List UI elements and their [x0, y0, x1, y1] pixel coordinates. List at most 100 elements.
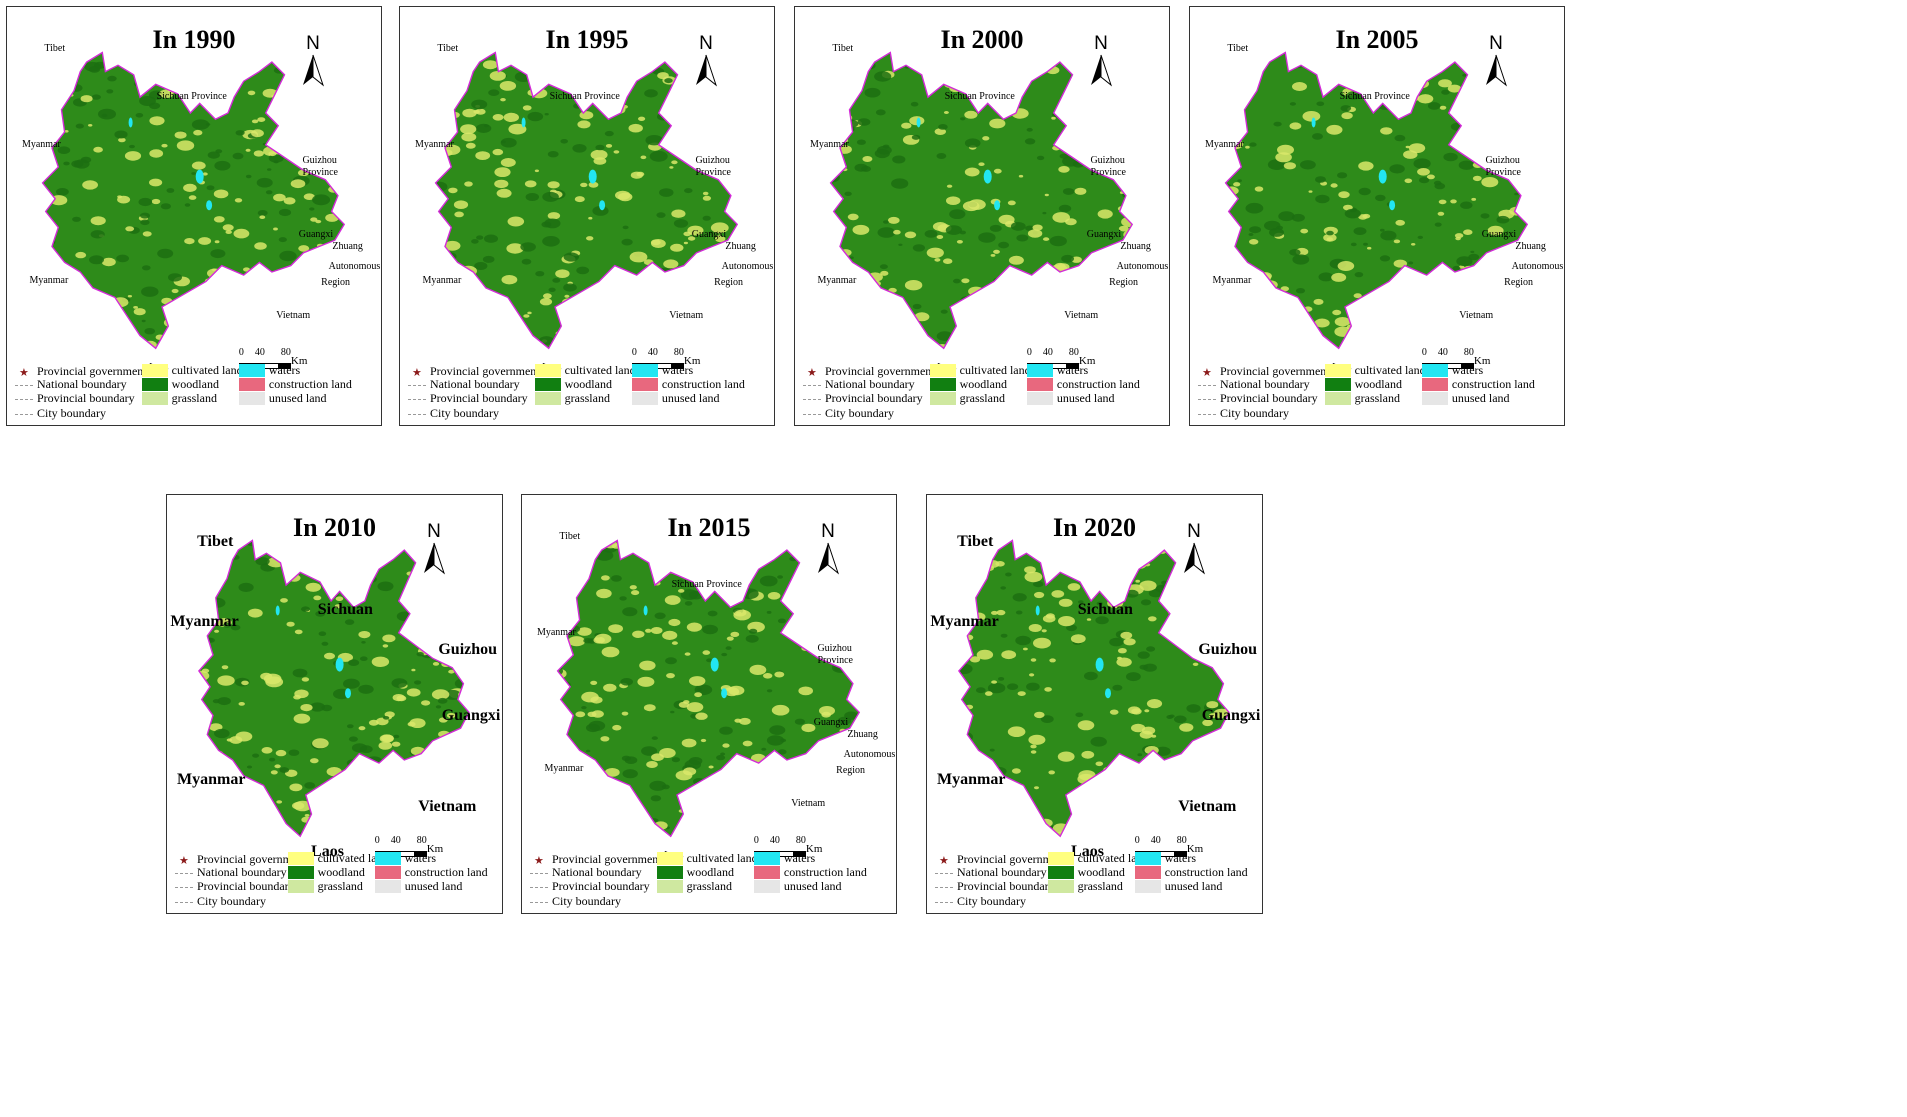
- scale-tick: 0: [238, 347, 244, 358]
- map-panel: In 1990 N Tibet Sichuan Province Myanmar Guiz…: [6, 6, 382, 426]
- panel-title: In 2000: [940, 25, 1024, 54]
- scale-unit: Km: [805, 843, 823, 855]
- legend-swatch: [656, 866, 683, 879]
- scale-tick: 80: [673, 347, 684, 358]
- place-label: Guangxi: [298, 229, 334, 240]
- legend-swatch: [929, 364, 956, 377]
- provincial-government-star-icon: ★: [534, 855, 544, 867]
- legend-label: Provincial government: [552, 852, 662, 866]
- north-label: N: [427, 521, 441, 542]
- legend: ★ Provincial government National boundary P…: [7, 363, 381, 425]
- legend-swatch: [1026, 378, 1053, 391]
- legend-swatch: [1026, 392, 1053, 405]
- city-boundary-icon: [935, 902, 953, 903]
- place-label: Sichuan: [317, 601, 373, 618]
- legend-swatch: [238, 378, 265, 391]
- place-label: Region: [836, 765, 866, 776]
- land-use-map: [1224, 51, 1529, 350]
- legend-label: construction land: [1164, 865, 1248, 879]
- legend-label: Provincial government: [825, 364, 935, 378]
- provincial-boundary-icon: [175, 887, 193, 888]
- north-arrow-icon: N: [293, 33, 333, 103]
- legend-swatch: [656, 880, 683, 893]
- legend-swatch: [141, 392, 168, 405]
- map-panel: In 1995 N Tibet Sichuan Province Myanmar Guiz…: [399, 6, 775, 426]
- legend-label: Provincial boundary: [430, 391, 528, 405]
- legend-label: waters: [1451, 363, 1484, 377]
- place-label: Guangxi: [691, 229, 727, 240]
- scale-tick: 40: [1437, 347, 1448, 358]
- place-label: Guizhou: [438, 641, 498, 658]
- land-use-map: [958, 539, 1230, 838]
- place-label: Sichuan Province: [944, 91, 1015, 102]
- legend-swatch: [1324, 392, 1351, 405]
- legend: ★ Provincial government National boundary P…: [1190, 363, 1564, 425]
- scale-tick: 80: [795, 835, 806, 846]
- legend-swatch: [1134, 866, 1161, 879]
- map-panel: In 2005 N Tibet Sichuan Province Myanmar Guiz…: [1189, 6, 1565, 426]
- place-label: Sichuan Province: [1339, 91, 1410, 102]
- scale-tick: 0: [374, 835, 380, 846]
- legend-label: Provincial boundary: [197, 879, 295, 893]
- legend-swatch: [238, 392, 265, 405]
- legend-label: Provincial boundary: [37, 391, 135, 405]
- place-label: Guizhou: [1198, 641, 1258, 658]
- place-label: Guangxi: [1201, 707, 1261, 724]
- place-label: Region: [321, 277, 351, 288]
- north-arrow-icon: N: [808, 521, 848, 591]
- legend-swatch: [534, 392, 561, 405]
- legend-label: construction land: [783, 865, 867, 879]
- legend-label: grassland: [686, 879, 732, 893]
- legend-label: National boundary: [825, 377, 915, 391]
- legend-swatch: [1047, 880, 1074, 893]
- legend-swatch: [631, 378, 658, 391]
- place-label: Tibet: [197, 533, 234, 550]
- place-label: Zhuang: [332, 241, 363, 252]
- legend-swatch: [1047, 866, 1074, 879]
- place-label: Myanmar: [21, 139, 61, 150]
- legend-label: Provincial boundary: [825, 391, 923, 405]
- north-arrow-icon: N: [1081, 33, 1121, 103]
- provincial-government-star-icon: ★: [939, 855, 949, 867]
- land-use-map: [829, 51, 1134, 350]
- legend-label: National boundary: [197, 865, 287, 879]
- legend-swatch: [1134, 852, 1161, 865]
- city-boundary-icon: [408, 414, 426, 415]
- provincial-boundary-icon: [15, 399, 33, 400]
- north-arrow-icon: N: [414, 521, 454, 591]
- legend-swatch: [1026, 364, 1053, 377]
- legend-label: waters: [1164, 851, 1197, 865]
- legend-label: unused land: [783, 879, 842, 893]
- scale-unit: Km: [1078, 355, 1096, 367]
- place-label: Zhuang: [847, 729, 878, 740]
- place-label: Region: [1504, 277, 1534, 288]
- legend-swatch: [238, 364, 265, 377]
- legend-label: grassland: [959, 391, 1005, 405]
- legend-label: cultivated land: [686, 851, 758, 865]
- place-label: Myanmar: [1204, 139, 1244, 150]
- legend-label: construction land: [1451, 377, 1535, 391]
- legend-label: City boundary: [825, 406, 894, 420]
- legend-label: National boundary: [957, 865, 1047, 879]
- legend-swatch: [287, 866, 314, 879]
- place-label: Myanmar: [930, 613, 999, 630]
- north-label: N: [1094, 33, 1108, 54]
- scale-unit: Km: [290, 355, 308, 367]
- legend-label: woodland: [1354, 377, 1402, 391]
- provincial-government-star-icon: ★: [1202, 367, 1212, 379]
- legend: ★ Provincial government National boundary P…: [522, 851, 896, 913]
- scale-tick: 40: [390, 835, 401, 846]
- legend-swatch: [141, 378, 168, 391]
- legend: ★ Provincial government National boundary P…: [795, 363, 1169, 425]
- provincial-boundary-icon: [530, 887, 548, 888]
- place-label: Guangxi: [1481, 229, 1517, 240]
- legend-swatch: [534, 378, 561, 391]
- north-arrow-icon: N: [1476, 33, 1516, 103]
- panel-title: In 2015: [667, 513, 751, 542]
- legend-label: Provincial government: [430, 364, 540, 378]
- place-label: Zhuang: [1120, 241, 1151, 252]
- scale-tick: 0: [1421, 347, 1427, 358]
- place-label: Province: [1485, 167, 1521, 178]
- legend-label: Provincial government: [1220, 364, 1330, 378]
- place-label: Sichuan: [1077, 601, 1133, 618]
